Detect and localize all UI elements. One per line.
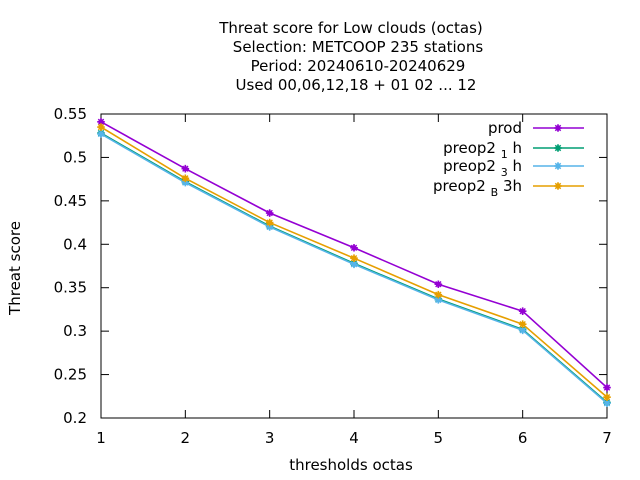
title-line-4: Used 00,06,12,18 + 01 02 ... 12 bbox=[236, 76, 477, 94]
x-tick-label: 7 bbox=[602, 429, 612, 447]
legend-marker bbox=[554, 162, 562, 170]
x-tick-label: 2 bbox=[181, 429, 191, 447]
x-tick-label: 5 bbox=[434, 429, 444, 447]
axis-ticks: 0.2 0.25 0.3 0.35 0.4 0.45 0.5 0.55 1 2 3 4 5 6 7 bbox=[54, 105, 612, 447]
series-line bbox=[100, 133, 608, 404]
data-point bbox=[350, 254, 358, 262]
data-point bbox=[603, 383, 611, 392]
legend-entry: preop2 1 h bbox=[443, 139, 584, 161]
data-point bbox=[518, 320, 527, 328]
y-tick-label: 0.45 bbox=[54, 192, 87, 210]
legend-label: preop2 3 h bbox=[443, 157, 522, 179]
data-point bbox=[97, 118, 105, 126]
chart-title: Threat score for Low clouds (octas) Sele… bbox=[218, 19, 483, 94]
y-tick-label: 0.3 bbox=[63, 322, 87, 340]
data-point bbox=[434, 290, 443, 299]
series-3 bbox=[97, 123, 611, 401]
data-point bbox=[518, 307, 527, 315]
data-point bbox=[518, 326, 527, 335]
y-tick-label: 0.2 bbox=[63, 409, 87, 427]
series-layer bbox=[97, 118, 611, 408]
y-tick-label: 0.35 bbox=[54, 279, 87, 297]
legend-entry: preop2 3 h bbox=[443, 157, 584, 179]
data-point bbox=[265, 209, 274, 217]
y-axis-label: Threat score bbox=[6, 221, 24, 316]
legend-marker bbox=[554, 144, 562, 152]
data-point bbox=[97, 123, 105, 131]
legend-marker bbox=[554, 182, 562, 190]
data-point bbox=[350, 243, 358, 252]
title-line-1: Threat score for Low clouds (octas) bbox=[218, 19, 483, 37]
y-tick-label: 0.25 bbox=[54, 366, 87, 384]
data-point bbox=[181, 164, 190, 173]
y-tick-label: 0.5 bbox=[63, 148, 87, 166]
legend-label: preop2 B 3h bbox=[433, 177, 522, 199]
title-line-3: Period: 20240610-20240629 bbox=[251, 57, 466, 75]
legend-entry: prod bbox=[488, 119, 584, 137]
data-point bbox=[603, 393, 611, 401]
data-point bbox=[181, 174, 190, 183]
data-point bbox=[265, 218, 274, 227]
x-tick-label: 1 bbox=[96, 429, 106, 447]
y-tick-label: 0.55 bbox=[54, 105, 87, 123]
x-tick-label: 3 bbox=[265, 429, 275, 447]
data-point bbox=[434, 280, 443, 289]
data-point bbox=[350, 260, 358, 269]
data-point bbox=[265, 223, 274, 231]
data-point bbox=[97, 130, 105, 138]
x-tick-label: 6 bbox=[518, 429, 528, 447]
legend-entry: preop2 B 3h bbox=[433, 177, 584, 199]
y-tick-label: 0.4 bbox=[63, 235, 87, 253]
legend-label: preop2 1 h bbox=[443, 139, 522, 161]
legend-label: prod bbox=[488, 119, 522, 137]
legend-marker bbox=[554, 124, 562, 132]
x-tick-label: 4 bbox=[349, 429, 359, 447]
title-line-2: Selection: METCOOP 235 stations bbox=[233, 38, 484, 56]
series-0 bbox=[97, 118, 611, 392]
x-axis-label: thresholds octas bbox=[289, 456, 413, 474]
